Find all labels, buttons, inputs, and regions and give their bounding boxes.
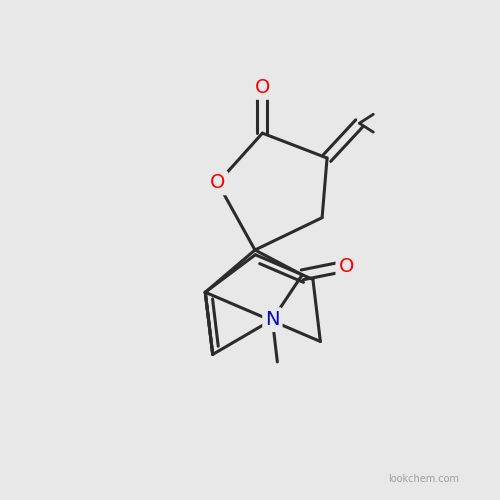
Text: N: N (265, 310, 280, 329)
Text: O: O (254, 78, 270, 97)
Text: O: O (338, 256, 354, 276)
Text: lookchem.com: lookchem.com (388, 474, 459, 484)
Text: O: O (210, 174, 226, 193)
